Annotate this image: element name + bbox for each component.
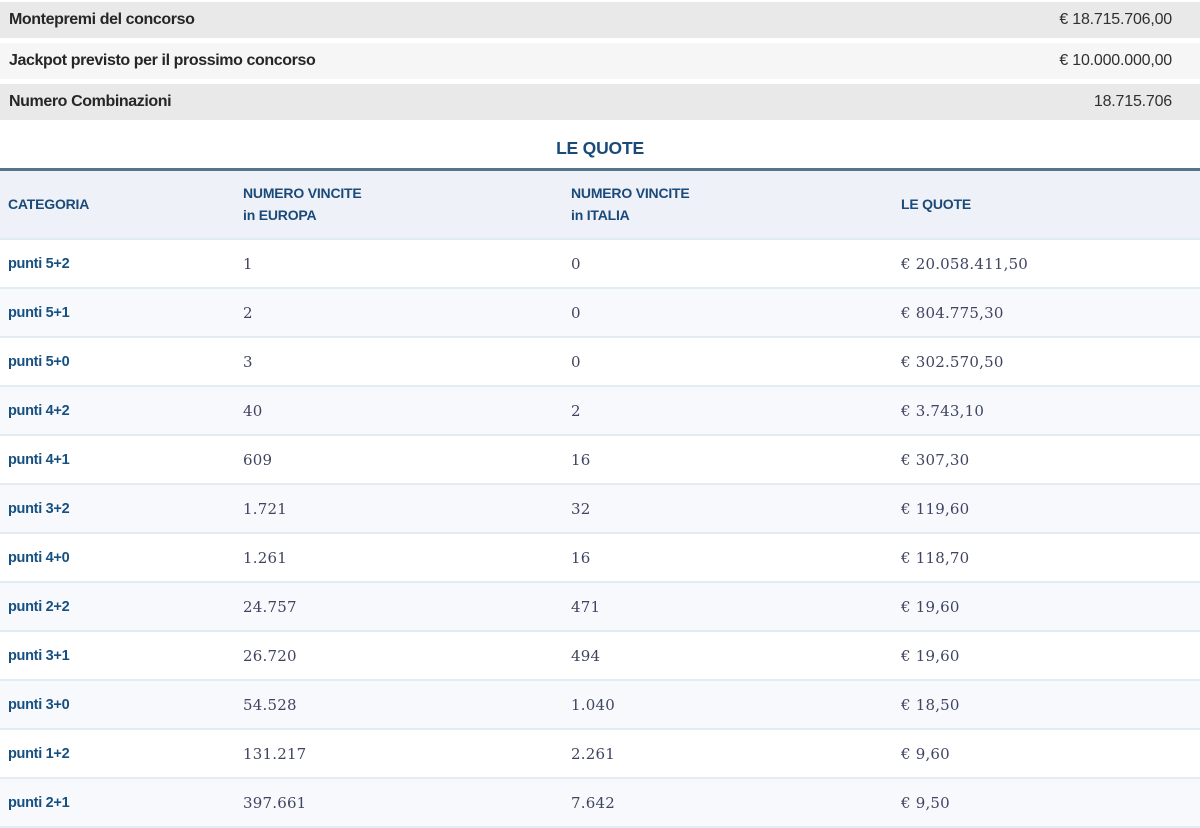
cell-vincite-italia: 2.261: [571, 744, 615, 763]
summary-bars: Montepremi del concorso € 18.715.706,00 …: [0, 0, 1200, 120]
cell-quota: € 19,60: [901, 597, 960, 616]
cell-categoria: punti 4+2: [8, 402, 70, 419]
summary-value: € 10.000.000,00: [1059, 52, 1172, 69]
cell-categoria: punti 3+1: [8, 647, 70, 664]
summary-row-combinazioni: Numero Combinazioni 18.715.706: [0, 84, 1200, 120]
cell-categoria: punti 5+2: [8, 255, 70, 272]
cell-vincite-europa: 26.720: [243, 646, 297, 665]
cell-vincite-italia: 32: [571, 499, 591, 518]
header-vincite-italia: NUMERO VINCITE in ITALIA: [571, 184, 690, 223]
section-divider: [0, 168, 1200, 171]
cell-vincite-italia: 0: [571, 352, 581, 371]
summary-row-montepremi: Montepremi del concorso € 18.715.706,00: [0, 2, 1200, 38]
summary-label: Montepremi del concorso: [9, 11, 195, 28]
cell-categoria: punti 2+2: [8, 598, 70, 615]
cell-quota: € 18,50: [901, 695, 960, 714]
cell-vincite-italia: 16: [571, 450, 591, 469]
cell-categoria: punti 2+1: [8, 794, 70, 811]
cell-categoria: punti 5+0: [8, 353, 70, 370]
quote-table-body: punti 5+2 1 0 € 20.058.411,50 punti 5+1 2 0 € 8…: [0, 239, 1200, 827]
cell-vincite-italia: 494: [571, 646, 601, 665]
cell-quota: € 20.058.411,50: [901, 254, 1029, 273]
cell-vincite-europa: 397.661: [243, 793, 307, 812]
cell-categoria: punti 3+2: [8, 500, 70, 517]
quote-table: CATEGORIA NUMERO VINCITE in EUROPA NUMER…: [0, 171, 1200, 828]
section-title: LE QUOTE: [556, 138, 644, 158]
cell-vincite-europa: 3: [243, 352, 253, 371]
table-row: punti 5+0 3 0 € 302.570,50: [0, 337, 1200, 386]
cell-categoria: punti 5+1: [8, 304, 70, 321]
cell-vincite-europa: 1.721: [243, 499, 287, 518]
cell-vincite-italia: 0: [571, 254, 581, 273]
table-row: punti 2+1 397.661 7.642 € 9,50: [0, 778, 1200, 827]
summary-label: Numero Combinazioni: [9, 93, 172, 110]
table-row: punti 4+2 40 2 € 3.743,10: [0, 386, 1200, 435]
cell-vincite-italia: 1.040: [571, 695, 615, 714]
cell-vincite-italia: 16: [571, 548, 591, 567]
cell-vincite-europa: 24.757: [243, 597, 297, 616]
table-row: punti 4+0 1.261 16 € 118,70: [0, 533, 1200, 582]
table-row: punti 4+1 609 16 € 307,30: [0, 435, 1200, 484]
cell-vincite-italia: 0: [571, 303, 581, 322]
table-row: punti 3+1 26.720 494 € 19,60: [0, 631, 1200, 680]
table-row: punti 2+2 24.757 471 € 19,60: [0, 582, 1200, 631]
cell-vincite-europa: 2: [243, 303, 253, 322]
table-row: punti 3+2 1.721 32 € 119,60: [0, 484, 1200, 533]
cell-vincite-europa: 1.261: [243, 548, 287, 567]
cell-quota: € 302.570,50: [901, 352, 1004, 371]
cell-vincite-italia: 471: [571, 597, 601, 616]
cell-quota: € 9,60: [901, 744, 950, 763]
cell-quota: € 307,30: [901, 450, 970, 469]
cell-quota: € 804.775,30: [901, 303, 1004, 322]
summary-label: Jackpot previsto per il prossimo concors…: [9, 52, 316, 69]
cell-quota: € 19,60: [901, 646, 960, 665]
table-header-row: CATEGORIA NUMERO VINCITE in EUROPA NUMER…: [0, 171, 1200, 239]
summary-value: € 18.715.706,00: [1059, 11, 1172, 28]
cell-quota: € 3.743,10: [901, 401, 985, 420]
header-vincite-europa: NUMERO VINCITE in EUROPA: [243, 184, 362, 223]
cell-quota: € 118,70: [901, 548, 970, 567]
cell-categoria: punti 3+0: [8, 696, 70, 713]
header-categoria: CATEGORIA: [8, 195, 90, 212]
cell-vincite-europa: 40: [243, 401, 263, 420]
cell-vincite-europa: 54.528: [243, 695, 297, 714]
table-row: punti 5+2 1 0 € 20.058.411,50: [0, 239, 1200, 288]
summary-row-jackpot: Jackpot previsto per il prossimo concors…: [0, 43, 1200, 79]
cell-categoria: punti 4+0: [8, 549, 70, 566]
cell-vincite-europa: 609: [243, 450, 273, 469]
table-row: punti 1+2 131.217 2.261 € 9,60: [0, 729, 1200, 778]
table-row: punti 5+1 2 0 € 804.775,30: [0, 288, 1200, 337]
cell-categoria: punti 4+1: [8, 451, 70, 468]
cell-categoria: punti 1+2: [8, 745, 70, 762]
cell-quota: € 9,50: [901, 793, 950, 812]
cell-quota: € 119,60: [901, 499, 970, 518]
summary-value: 18.715.706: [1093, 93, 1172, 110]
table-row: punti 3+0 54.528 1.040 € 18,50: [0, 680, 1200, 729]
cell-vincite-europa: 131.217: [243, 744, 307, 763]
cell-vincite-italia: 7.642: [571, 793, 615, 812]
cell-vincite-europa: 1: [243, 254, 253, 273]
cell-vincite-italia: 2: [571, 401, 581, 420]
header-le-quote: LE QUOTE: [901, 195, 971, 212]
